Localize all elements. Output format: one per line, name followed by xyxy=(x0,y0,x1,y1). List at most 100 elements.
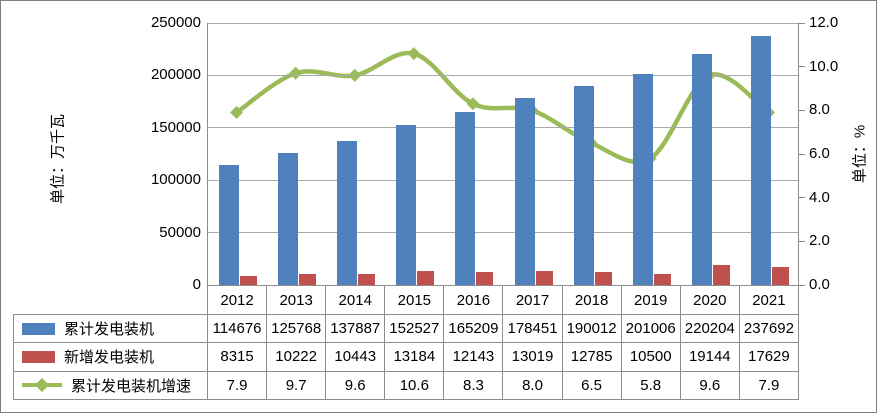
new-installed-bar xyxy=(299,274,317,285)
table-year-cell: 2013 xyxy=(267,286,327,314)
new-added-legend-swatch xyxy=(22,350,55,363)
growth-line xyxy=(234,50,771,165)
cumulative-installed-bar xyxy=(219,164,239,285)
right-axis-tick-label: 4.0 xyxy=(809,188,830,206)
growth-line-marker xyxy=(407,47,421,61)
table-value-cell: 17629 xyxy=(748,348,790,366)
table-value-cell: 178451 xyxy=(503,315,563,343)
table-value-cell: 125768 xyxy=(267,315,327,343)
left-axis-tick-label: 100000 xyxy=(150,171,201,189)
table-legend-column: 累计发电装机 新增发电装机 累计发电装机增速 xyxy=(13,314,207,400)
new-installed-bar xyxy=(240,276,257,285)
left-axis-tick-label: 150000 xyxy=(150,118,201,136)
table-value-cell: 13184 xyxy=(385,343,445,371)
cumulative-installed-bar xyxy=(573,85,594,285)
table-year-cell: 2015 xyxy=(385,286,445,314)
table-row: 7.9 9.7 9.6 10.6 8.3 8.0 6.5 5.8 9.6 7.9 xyxy=(208,371,798,399)
table-value-cell: 8.0 xyxy=(503,371,563,399)
left-axis-tick-label: 250000 xyxy=(150,14,201,31)
new-installed-bar xyxy=(535,271,553,285)
right-axis-tick xyxy=(798,22,805,24)
table-value-cell: 190012 xyxy=(563,315,622,343)
right-axis-tick xyxy=(798,109,805,111)
table-value-cell: 10222 xyxy=(267,343,327,371)
left-axis-title: 单位：万千瓦 xyxy=(49,113,67,205)
cumulative-installed-bar xyxy=(455,111,476,285)
legend-label: 累计发电装机 xyxy=(64,321,155,339)
table-value-cell: 8.3 xyxy=(444,371,504,399)
table-value-cell: 5.8 xyxy=(622,371,681,399)
right-axis-tick xyxy=(798,284,805,286)
table-row: 8315 10222 10443 13184 12143 13019 12785 10500 1… xyxy=(208,343,798,372)
right-axis-tick-label: 0.0 xyxy=(809,276,830,293)
table-year-cell: 2012 xyxy=(208,286,268,314)
right-axis-tick xyxy=(798,197,805,199)
right-axis-tick-label: 12.0 xyxy=(809,14,839,31)
table-year-cell: 2014 xyxy=(326,286,386,314)
gridline xyxy=(207,179,798,181)
table-year-cell: 2019 xyxy=(622,286,681,314)
gridline xyxy=(207,232,798,234)
new-installed-bar xyxy=(358,274,376,285)
new-installed-bar xyxy=(476,272,494,285)
table-value-cell: 10500 xyxy=(622,343,681,371)
table-value-cell: 10443 xyxy=(326,343,386,371)
cumulative-installed-bar xyxy=(750,35,771,285)
table-year-cell: 2017 xyxy=(503,286,563,314)
table-year-cell: 2016 xyxy=(444,286,504,314)
table-value-cell: 9.6 xyxy=(326,371,386,399)
right-axis-tick xyxy=(798,66,805,68)
table-value-cell: 220204 xyxy=(681,315,740,343)
right-axis-tick-label: 6.0 xyxy=(809,145,830,162)
gridline xyxy=(207,127,798,129)
legend-diamond-icon xyxy=(34,378,50,393)
growth-line-marker xyxy=(230,106,244,120)
table-value-cell: 12785 xyxy=(563,343,622,371)
right-axis-tick xyxy=(798,153,805,155)
table-year-header-row: 2012 2013 2014 2015 2016 2017 2018 2019 2020 2021 xyxy=(207,285,799,314)
cumulative-installed-bar xyxy=(337,140,358,285)
legend-label: 累计发电装机增速 xyxy=(71,377,192,395)
table-year-cell: 2018 xyxy=(563,286,622,314)
table-row: 114676 125768 137887 152527 165209 178451 1900… xyxy=(208,315,798,344)
cumulative-installed-bar xyxy=(514,98,535,285)
new-installed-bar xyxy=(417,271,435,285)
table-value-cell: 137887 xyxy=(326,315,386,343)
cumulative-legend-swatch xyxy=(22,322,55,335)
gridline xyxy=(207,74,798,76)
left-axis-tick-label: 0 xyxy=(192,276,201,293)
cumulative-installed-bar xyxy=(396,125,417,285)
table-value-cell: 8315 xyxy=(208,343,268,371)
table-value-cell: 7.9 xyxy=(208,371,268,399)
gridline xyxy=(207,22,798,24)
cumulative-installed-bar xyxy=(691,54,712,285)
growth-line-marker xyxy=(289,66,303,80)
cumulative-installed-bar xyxy=(278,153,299,285)
growth-line-legend-marker xyxy=(22,378,62,393)
left-axis-line xyxy=(207,23,208,285)
table-value-cell: 6.5 xyxy=(563,371,622,399)
table-value-cell: 10.6 xyxy=(385,371,445,399)
right-axis-tick-label: 2.0 xyxy=(809,232,830,250)
table-value-cell: 165209 xyxy=(444,315,504,343)
left-axis-tick-label: 200000 xyxy=(150,66,201,84)
legend-row: 累计发电装机增速 xyxy=(14,372,207,399)
right-axis-title: 单位：% xyxy=(851,124,869,184)
table-value-cell: 12143 xyxy=(444,343,504,371)
table-value-cell: 7.9 xyxy=(758,376,780,394)
table-value-cell: 9.7 xyxy=(267,371,327,399)
new-installed-bar xyxy=(712,264,730,285)
right-axis-tick xyxy=(798,240,805,242)
right-axis-tick-label: 8.0 xyxy=(809,101,830,119)
table-data-grid: 114676 125768 137887 152527 165209 178451 1900… xyxy=(207,314,799,400)
right-axis-tick-label: 10.0 xyxy=(809,57,839,75)
table-value-cell: 201006 xyxy=(622,315,681,343)
table-value-cell: 152527 xyxy=(385,315,445,343)
cumulative-installed-bar xyxy=(632,74,653,285)
left-axis-tick-label: 50000 xyxy=(159,223,201,241)
table-value-cell: 9.6 xyxy=(681,371,740,399)
table-value-cell: 13019 xyxy=(503,343,563,371)
new-installed-bar xyxy=(653,274,671,285)
growth-line-marker xyxy=(466,97,480,111)
